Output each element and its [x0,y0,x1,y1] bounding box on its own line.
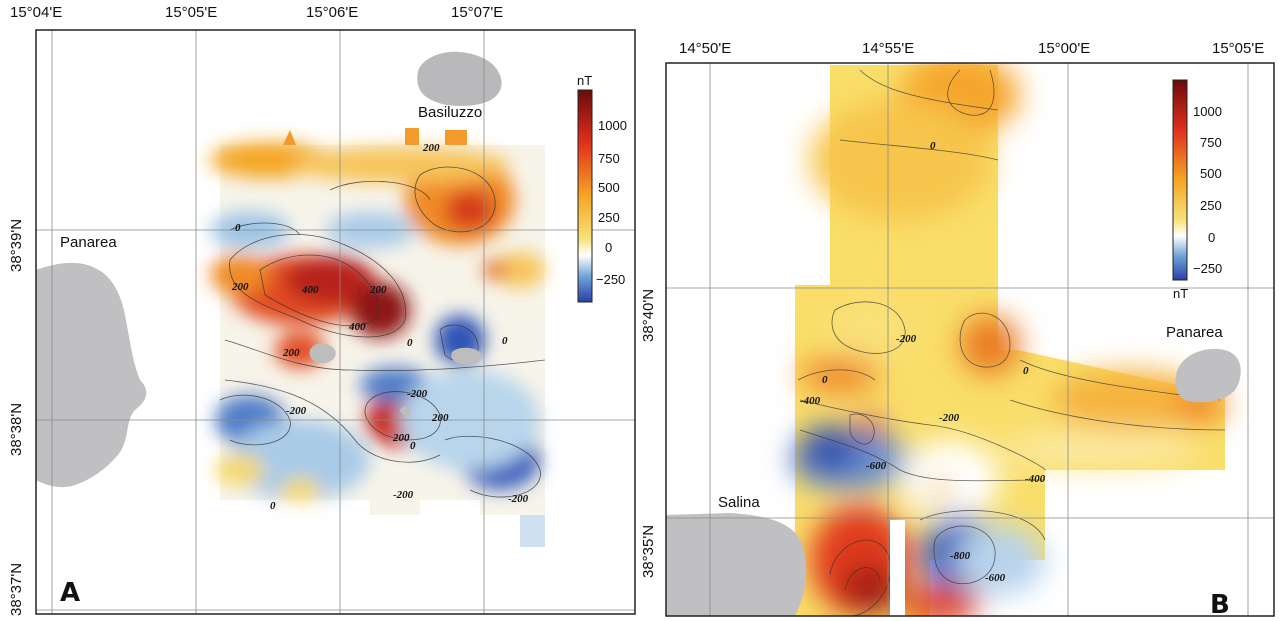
contour-label: -600 [866,460,887,472]
colorbar-tick: 1000 [598,118,627,133]
colorbar-tick: 250 [598,210,620,225]
contour-label: 0 [930,140,936,152]
colorbar-tick: 0 [1208,230,1216,245]
lon-label: 15°05'E [165,4,218,21]
anomaly-field-a [210,128,546,547]
contour-label: -200 [896,333,917,345]
lon-label: 14°50'E [679,40,732,57]
salina-island [666,513,807,616]
contour-label: -200 [393,489,414,501]
colorbar-tick: 250 [1200,198,1222,213]
panarea-island-b [1175,348,1241,403]
anomaly-field-b [790,63,1226,616]
contour-label: 400 [349,321,366,333]
contour-label: -200 [286,405,307,417]
colorbar-tick: 750 [598,151,620,166]
contour-label: 400 [302,284,319,296]
contour-label: -200 [508,493,529,505]
colorbar-tick: −250 [596,272,626,287]
islet [309,343,336,364]
lon-label: 15°04'E [10,4,63,21]
contour-label: 200 [423,142,440,154]
contour-label: 0 [410,440,416,452]
lon-label: 15°07'E [451,4,504,21]
colorbar-tick: 1000 [1193,104,1222,119]
colorbar-tick: 500 [1200,166,1222,181]
lon-label: 14°55'E [862,40,915,57]
lon-label: 15°06'E [306,4,359,21]
colorbar-tick: 500 [598,180,620,195]
contour-label: 0 [407,337,413,349]
colorbar-tick: 750 [1200,135,1222,150]
graticule [666,63,1274,616]
colorbar-b [1172,79,1188,281]
contour-label: 200 [393,432,410,444]
lon-label: 15°05'E [1212,40,1265,57]
contour-label: 200 [432,412,449,424]
lon-label: 15°00'E [1038,40,1091,57]
map-frame-b [665,62,1275,617]
contour-label: 0 [270,500,276,512]
place-label-salina: Salina [718,494,760,511]
place-label-panarea: Panarea [1166,324,1223,341]
contour-label: 0 [822,374,828,386]
contour-label: 200 [232,281,249,293]
contour-label: 0 [1023,365,1029,377]
panel-letter-a: A [60,578,81,608]
survey-gap [890,520,905,616]
contour-label: 0 [502,335,508,347]
graticule [36,30,635,614]
contour-label: -800 [950,550,971,562]
contour-label: 200 [370,284,387,296]
contour-label: -400 [1025,473,1046,485]
contour-label: -200 [407,388,428,400]
basiluzzo-island [417,51,502,106]
colorbar-unit: nT [577,73,593,88]
contour-label: 0 [235,222,241,234]
colorbar-unit: nT [1173,286,1189,301]
contour-label: -200 [939,412,960,424]
place-label-basiluzzo: Basiluzzo [418,104,483,121]
panarea-island-a [36,262,147,488]
map-frame-a [35,29,636,615]
place-label-panarea: Panarea [60,234,117,251]
colorbar-tick: 0 [605,240,613,255]
contour-label: -600 [985,572,1006,584]
map-a [35,29,636,615]
panel-letter-b: B [1210,590,1230,620]
contour-label: -400 [800,395,821,407]
islet [400,406,410,416]
colorbar-a [577,89,593,303]
colorbar-tick: −250 [1193,261,1223,276]
contour-label: 200 [283,347,300,359]
islet [451,347,483,365]
